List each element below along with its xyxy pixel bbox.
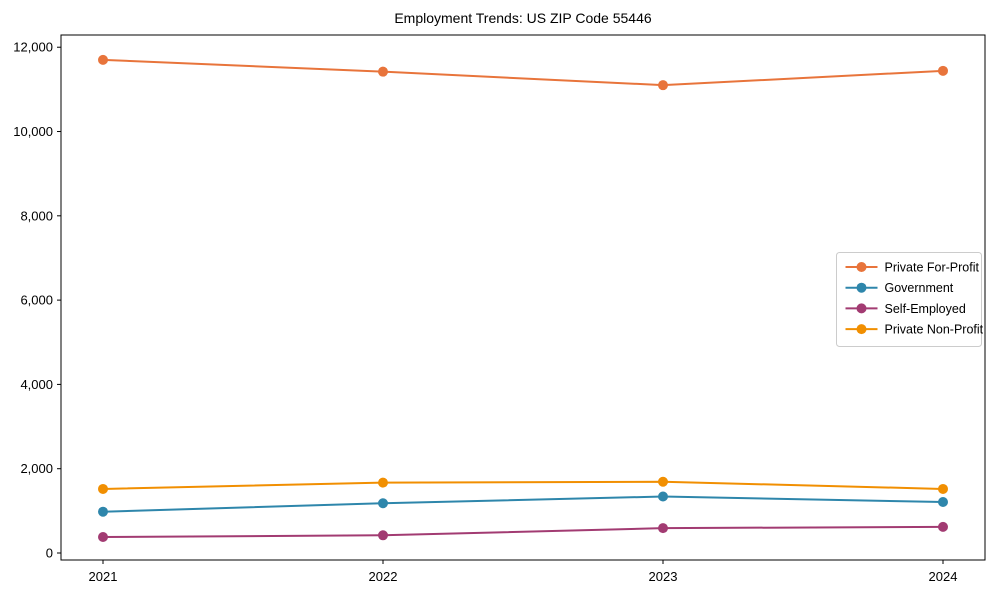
data-point-private-for-profit [378, 66, 388, 77]
y-tick-label: 10,000 [13, 124, 53, 139]
x-tick-label: 2022 [369, 569, 398, 584]
plot-box-spines [60, 34, 986, 561]
data-point-government [658, 491, 668, 502]
line-series-self-employed [102, 525, 944, 538]
y-tick-label: 6,000 [20, 293, 53, 308]
legend-label-private-for-profit: Private For-Profit [885, 261, 980, 275]
x-tick-label: 2021 [89, 569, 118, 584]
legend-label-private-non-profit: Private Non-Profit [885, 323, 984, 337]
legend-marker-private-non-profit [856, 324, 867, 335]
data-point-self-employed [378, 530, 388, 541]
line-series-private-non-profit [102, 480, 944, 490]
data-point-government [938, 497, 948, 508]
x-tick-label: 2023 [649, 569, 678, 584]
y-tick-label: 12,000 [13, 40, 53, 55]
data-point-private-non-profit [938, 483, 948, 494]
legend-box [836, 252, 982, 347]
x-tick-label: 2024 [929, 569, 958, 584]
data-point-self-employed [938, 521, 948, 532]
data-point-government [378, 498, 388, 509]
data-point-government [98, 506, 108, 517]
legend-label-government: Government [885, 281, 954, 295]
line-series-private-for-profit [102, 58, 944, 87]
y-tick-label: 4,000 [20, 377, 53, 392]
line-series-government [102, 495, 944, 513]
data-point-private-non-profit [378, 477, 388, 488]
data-point-private-non-profit [98, 483, 108, 494]
legend-marker-self-employed [856, 303, 867, 314]
data-point-private-for-profit [98, 54, 108, 65]
chart-title: Employment Trends: US ZIP Code 55446 [394, 10, 652, 26]
legend-marker-private-for-profit [856, 262, 867, 272]
data-point-private-for-profit [658, 80, 668, 91]
data-point-self-employed [658, 523, 668, 534]
legend-marker-government [856, 282, 867, 293]
data-point-self-employed [98, 531, 108, 542]
data-point-private-for-profit [938, 65, 948, 76]
legend-label-self-employed: Self-Employed [885, 302, 966, 316]
y-tick-label: 8,000 [20, 208, 53, 223]
data-point-private-non-profit [658, 476, 668, 487]
y-tick-label: 2,000 [20, 461, 53, 476]
y-tick-label: 0 [46, 546, 53, 561]
